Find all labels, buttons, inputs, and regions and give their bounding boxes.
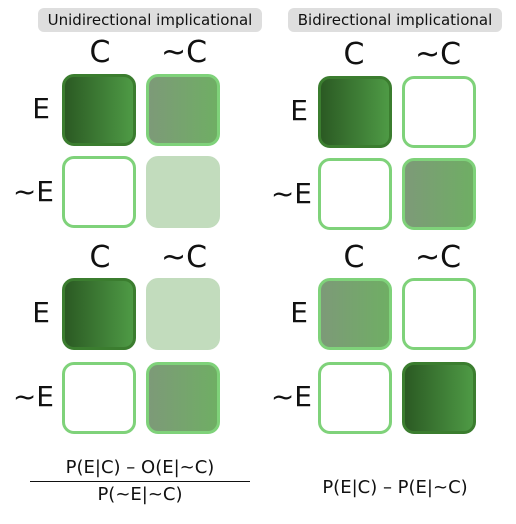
cell [402, 76, 476, 148]
cell [402, 362, 476, 434]
row-label-not-e: ~E [262, 380, 312, 414]
col-label-c: C [60, 241, 140, 275]
cell [62, 362, 136, 434]
col-label-not-c: ~C [398, 38, 478, 72]
cell [146, 74, 220, 146]
formula-denominator: P(~E|~C) [30, 482, 250, 507]
row-label-not-e: ~E [4, 175, 54, 209]
col-label-not-c: ~C [398, 241, 478, 275]
cell [318, 76, 392, 148]
row-label-e: E [0, 92, 50, 126]
cell [146, 362, 220, 434]
col-label-not-c: ~C [144, 241, 224, 275]
col-label-c: C [60, 36, 140, 70]
cell [402, 158, 476, 230]
formula-unidirectional: P(E|C) – O(E|~C) P(~E|~C) [30, 456, 250, 507]
cell [146, 278, 220, 350]
row-label-not-e: ~E [262, 177, 312, 211]
col-label-c: C [314, 241, 394, 275]
row-label-e: E [0, 296, 50, 330]
formula-numerator: P(E|C) – O(E|~C) [30, 456, 250, 482]
col-label-c: C [314, 38, 394, 72]
formula-bidirectional: P(E|C) – P(E|~C) [290, 476, 500, 500]
cell [318, 158, 392, 230]
row-label-e: E [258, 94, 308, 128]
cell [62, 156, 136, 228]
cell [62, 278, 136, 350]
col-label-not-c: ~C [144, 36, 224, 70]
cell [62, 74, 136, 146]
cell [318, 278, 392, 350]
cell [402, 278, 476, 350]
cell [146, 156, 220, 228]
row-label-not-e: ~E [4, 380, 54, 414]
row-label-e: E [258, 296, 308, 330]
panel-title-bidirectional: Bidirectional implicational [288, 8, 502, 32]
panel-title-unidirectional: Unidirectional implicational [38, 8, 262, 32]
cell [318, 362, 392, 434]
